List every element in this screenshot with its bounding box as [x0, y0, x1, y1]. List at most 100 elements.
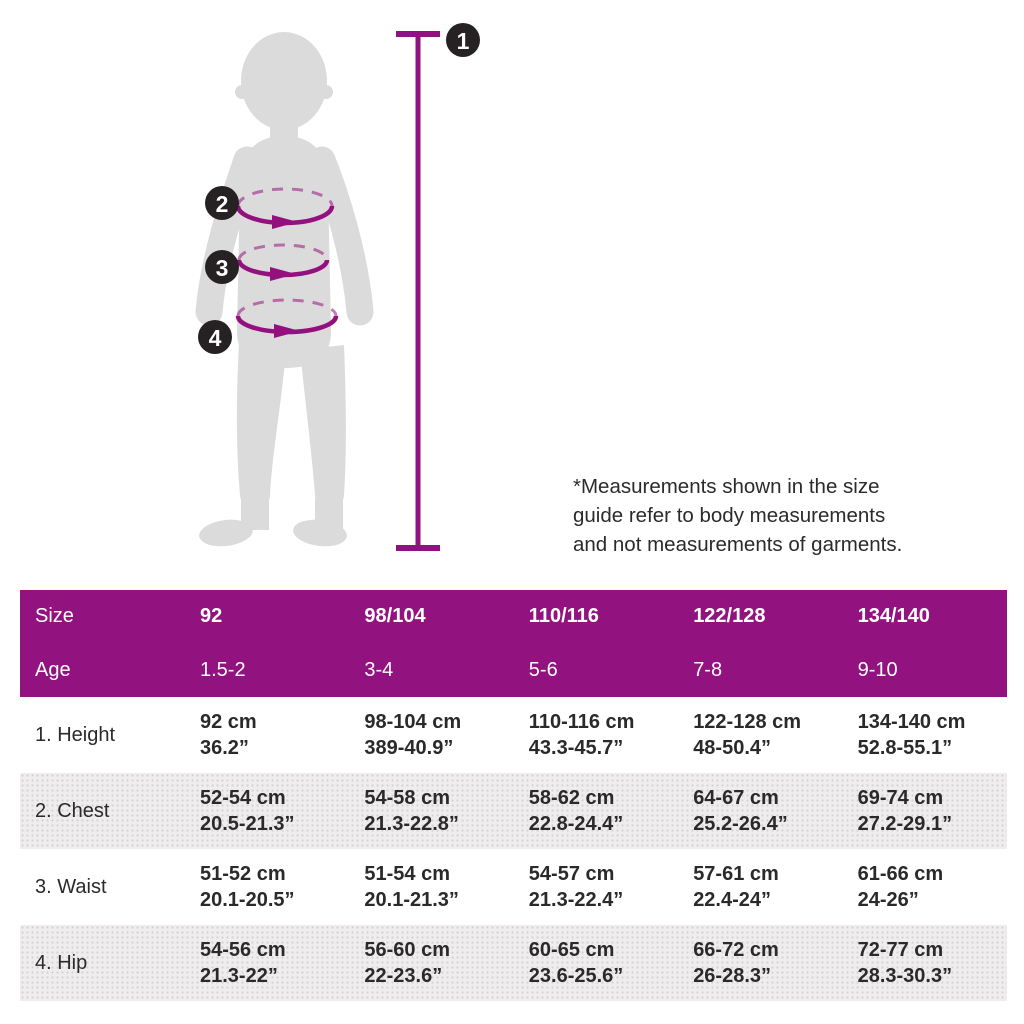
note-line-2: guide refer to body measurements — [573, 504, 886, 527]
waist-134-140-cm: 61-66 cm — [857, 863, 944, 885]
hip-92-in: 21.3-22” — [200, 965, 278, 987]
hip-98-104-in: 22-23.6” — [364, 965, 443, 987]
marker-3-label: 3 — [216, 255, 229, 281]
size-col-4: 134/140 — [857, 605, 930, 628]
height-98-104-cm: 98-104 cm — [364, 711, 462, 733]
table-row-height: 1. Height 92 cm 36.2” 98-104 cm 389-40.9… — [20, 697, 1007, 773]
hip-134-140: 72-77 cm 28.3-30.3” — [843, 937, 1007, 989]
size-row-label: Size — [35, 605, 74, 628]
marker-3-badge: 3 — [205, 250, 239, 284]
height-92-cm: 92 cm — [200, 711, 257, 733]
hip-110-116-cm: 60-65 cm — [528, 939, 615, 961]
chest-92-in: 20.5-21.3” — [200, 813, 295, 835]
row-label-height: 1. Height — [35, 723, 116, 746]
size-col-1: 98/104 — [364, 605, 426, 628]
height-110-116-in: 43.3-45.7” — [528, 737, 624, 759]
height-122-128: 122-128 cm 48-50.4” — [678, 709, 842, 761]
age-col-0: 1.5-2 — [200, 658, 246, 681]
height-134-140: 134-140 cm 52.8-55.1” — [843, 709, 1007, 761]
waist-92: 51-52 cm 20.1-20.5” — [185, 861, 349, 913]
marker-4-label: 4 — [209, 325, 222, 351]
waist-92-cm: 51-52 cm — [200, 863, 286, 885]
waist-122-128: 57-61 cm 22.4-24” — [678, 861, 842, 913]
row-label-hip: 4. Hip — [35, 951, 88, 974]
child-silhouette-image — [195, 32, 374, 547]
height-line-icon — [396, 31, 440, 551]
height-122-128-cm: 122-128 cm — [693, 711, 802, 733]
age-col-3: 7-8 — [693, 658, 723, 681]
chest-122-128-in: 25.2-26.4” — [693, 813, 788, 835]
height-92: 92 cm 36.2” — [185, 709, 349, 761]
waist-110-116-in: 21.3-22.4” — [528, 889, 624, 911]
size-col-2: 110/116 — [528, 605, 599, 628]
waist-98-104-in: 20.1-21.3” — [364, 889, 459, 911]
height-122-128-in: 48-50.4” — [693, 737, 772, 759]
age-col-4: 9-10 — [857, 658, 898, 681]
chest-98-104-cm: 54-58 cm — [364, 787, 451, 809]
hip-92-cm: 54-56 cm — [200, 939, 286, 961]
table-row-hip: 4. Hip 54-56 cm 21.3-22” 56-60 cm 22-23.… — [20, 925, 1007, 1001]
chest-134-140-in: 27.2-29.1” — [857, 813, 953, 835]
measurement-figure: 1 2 3 4 — [0, 0, 560, 580]
age-col-1: 3-4 — [364, 658, 394, 681]
size-guide-table: Size 92 98/104 110/116 122/128 134/140 A… — [20, 590, 1007, 1001]
marker-1-badge: 1 — [446, 23, 480, 57]
hip-92: 54-56 cm 21.3-22” — [185, 937, 349, 989]
height-134-140-in: 52.8-55.1” — [857, 737, 953, 759]
waist-110-116: 54-57 cm 21.3-22.4” — [514, 861, 678, 913]
waist-110-116-cm: 54-57 cm — [528, 863, 615, 885]
hip-110-116: 60-65 cm 23.6-25.6” — [514, 937, 678, 989]
chest-134-140: 69-74 cm 27.2-29.1” — [843, 785, 1007, 837]
marker-2-label: 2 — [216, 191, 229, 217]
hip-134-140-in: 28.3-30.3” — [857, 965, 953, 987]
chest-110-116-in: 22.8-24.4” — [528, 813, 624, 835]
chest-92: 52-54 cm 20.5-21.3” — [185, 785, 349, 837]
hip-122-128-cm: 66-72 cm — [693, 939, 779, 961]
height-98-104: 98-104 cm 389-40.9” — [349, 709, 513, 761]
chest-122-128-cm: 64-67 cm — [693, 787, 779, 809]
chest-98-104-in: 21.3-22.8” — [364, 813, 459, 835]
note-line-3: and not measurements of garments. — [573, 533, 903, 556]
row-label-chest: 2. Chest — [35, 799, 110, 822]
chest-110-116: 58-62 cm 22.8-24.4” — [514, 785, 678, 837]
table-row-chest: 2. Chest 52-54 cm 20.5-21.3” 54-58 cm 21… — [20, 773, 1007, 849]
waist-band-icon — [236, 243, 330, 281]
row-label-waist: 3. Waist — [35, 875, 107, 898]
age-col-2: 5-6 — [528, 658, 558, 681]
chest-98-104: 54-58 cm 21.3-22.8” — [349, 785, 513, 837]
hip-134-140-cm: 72-77 cm — [857, 939, 944, 961]
waist-122-128-cm: 57-61 cm — [693, 863, 779, 885]
marker-2-badge: 2 — [205, 186, 239, 220]
marker-1-label: 1 — [457, 28, 470, 54]
chest-122-128: 64-67 cm 25.2-26.4” — [678, 785, 842, 837]
size-col-0: 92 — [200, 605, 223, 628]
hip-122-128: 66-72 cm 26-28.3” — [678, 937, 842, 989]
hip-98-104: 56-60 cm 22-23.6” — [349, 937, 513, 989]
hip-110-116-in: 23.6-25.6” — [528, 965, 624, 987]
table-header: Size 92 98/104 110/116 122/128 134/140 A… — [20, 590, 1007, 697]
hip-98-104-cm: 56-60 cm — [364, 939, 451, 961]
measurement-note: *Measurements shown in the size guide re… — [573, 472, 902, 559]
waist-92-in: 20.1-20.5” — [200, 889, 295, 911]
table-row-waist: 3. Waist 51-52 cm 20.1-20.5” 51-54 cm 20… — [20, 849, 1007, 925]
hip-band-icon — [235, 298, 339, 338]
height-110-116-cm: 110-116 cm — [528, 711, 635, 733]
waist-134-140-in: 24-26” — [857, 889, 919, 911]
chest-110-116-cm: 58-62 cm — [528, 787, 615, 809]
waist-134-140: 61-66 cm 24-26” — [843, 861, 1007, 913]
chest-134-140-cm: 69-74 cm — [857, 787, 944, 809]
chest-92-cm: 52-54 cm — [200, 787, 286, 809]
height-98-104-in: 389-40.9” — [364, 737, 454, 759]
hip-122-128-in: 26-28.3” — [693, 965, 772, 987]
size-col-3: 122/128 — [693, 605, 766, 628]
waist-98-104: 51-54 cm 20.1-21.3” — [349, 861, 513, 913]
waist-98-104-cm: 51-54 cm — [364, 863, 451, 885]
waist-122-128-in: 22.4-24” — [693, 889, 772, 911]
note-line-1: *Measurements shown in the size — [573, 475, 880, 498]
height-134-140-cm: 134-140 cm — [857, 711, 966, 733]
height-110-116: 110-116 cm 43.3-45.7” — [514, 709, 678, 761]
chest-band-icon — [235, 187, 335, 229]
age-row-label: Age — [35, 658, 71, 681]
height-92-in: 36.2” — [200, 737, 249, 759]
